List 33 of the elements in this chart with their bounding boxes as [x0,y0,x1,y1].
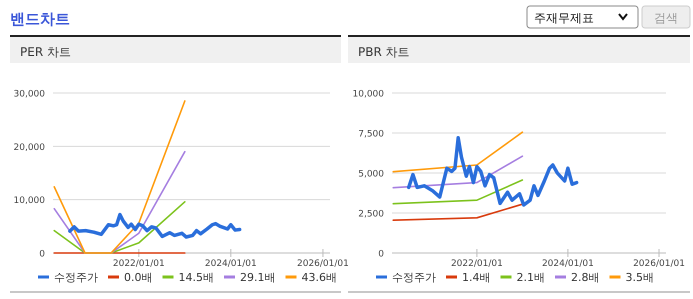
y-tick-label: 2,500 [358,210,384,220]
line-series [406,136,578,207]
legend-label: 43.6배 [302,271,337,284]
legend-label: 1.4배 [462,271,490,284]
x-tick-label: 2026/01/01 [297,259,349,269]
y-tick-label: 30,000 [14,90,46,100]
y-tick-label: 7,500 [358,130,384,140]
legend-label: 수정주가 [392,271,436,284]
y-tick-label: 20,000 [14,142,46,153]
x-tick-label: 2022/01/01 [112,259,165,269]
x-tick-label: 2024/01/01 [542,259,594,269]
x-tick-label: 2022/01/01 [450,259,503,269]
chart-title: PER 차트 [20,45,71,59]
legend-label: 0.0배 [124,271,152,284]
legend-label: 29.1배 [240,271,276,284]
legend-label: 2.8배 [571,271,600,284]
y-tick-label: 10,000 [352,90,384,100]
chart-title: PBR 차트 [358,45,410,59]
line-series [53,100,186,254]
legend-label: 14.5배 [178,271,214,284]
y-tick-label: 5,000 [358,170,384,180]
y-tick-label: 0 [39,250,46,260]
x-tick-label: 2024/01/01 [204,259,257,269]
legend-label: 3.5배 [626,271,654,284]
y-tick-label: 0 [378,250,384,260]
text: 주재무제표 [534,11,594,25]
y-tick-label: 10,000 [14,196,46,206]
line-series [68,212,242,239]
legend-label: 2.1배 [516,271,545,284]
legend-label: 수정주가 [54,271,98,284]
text: 밴드차트 [10,10,70,28]
text: 검색 [654,11,678,25]
x-tick-label: 2026/01/01 [633,259,685,269]
